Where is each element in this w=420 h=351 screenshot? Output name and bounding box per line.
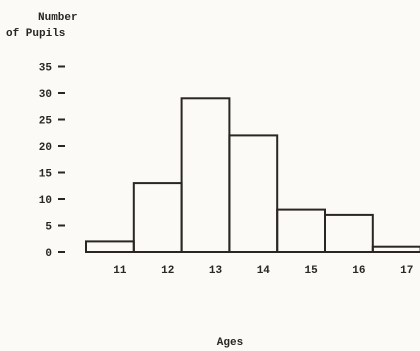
x-tick-label-11: 11 xyxy=(113,265,127,277)
bar-age-16 xyxy=(324,213,374,253)
y-tick-label-35: 35 xyxy=(39,63,53,75)
x-tick-label-15: 15 xyxy=(304,265,318,277)
ylabel-line-1: Number xyxy=(38,12,78,24)
y-tick-label-30: 30 xyxy=(39,89,52,101)
y-tick-label-15: 15 xyxy=(39,169,53,181)
bar-age-14 xyxy=(228,134,279,253)
x-tick-label-13: 13 xyxy=(209,265,223,277)
bar-age-11 xyxy=(85,240,135,253)
x-axis-tick-labels: 11 12 13 14 15 16 17 xyxy=(113,265,413,277)
bars-group xyxy=(85,97,420,254)
ylabel-line-2: of Pupils xyxy=(6,28,65,40)
y-tick-label-10: 10 xyxy=(39,195,52,207)
bar-age-12 xyxy=(132,182,183,254)
y-tick-label-25: 25 xyxy=(39,116,53,128)
y-tick-label-5: 5 xyxy=(45,222,52,234)
bar-age-13 xyxy=(180,97,231,253)
y-axis-ticks: 0 5 10 15 20 25 30 35 xyxy=(39,63,65,260)
x-tick-label-14: 14 xyxy=(257,265,271,277)
x-tick-label-12: 12 xyxy=(161,265,174,277)
x-tick-label-16: 16 xyxy=(352,265,365,277)
x-tick-label-17: 17 xyxy=(400,265,413,277)
y-tick-label-0: 0 xyxy=(45,248,52,260)
xlabel: Ages xyxy=(217,337,243,349)
y-tick-label-20: 20 xyxy=(39,142,52,154)
bar-age-15 xyxy=(276,208,327,254)
